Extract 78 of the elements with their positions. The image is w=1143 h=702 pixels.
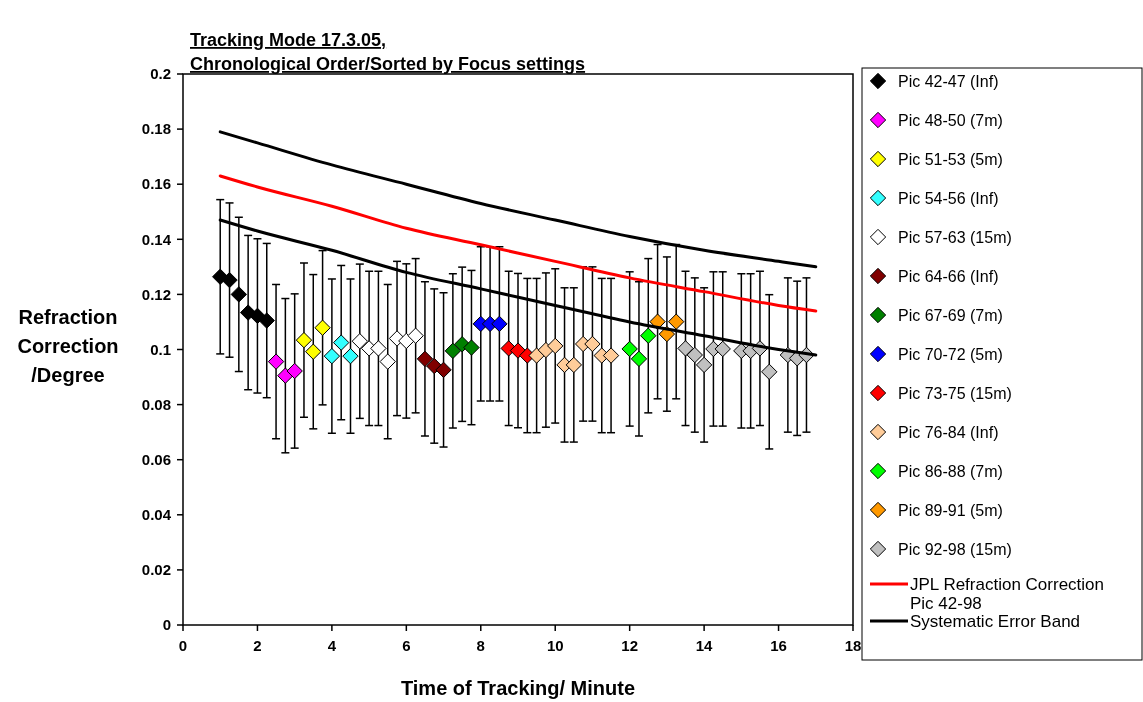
y-tick-label: 0 (162, 616, 171, 634)
point (602, 347, 620, 364)
x-tick-label: 4 (327, 637, 337, 654)
legend-label: Pic 51-53 (5m) (898, 150, 1003, 168)
point (565, 356, 582, 374)
legend-label: Pic 86-88 (7m) (898, 462, 1003, 480)
chart-title: Tracking Mode 17.3.05, Chronological Order/Sorted by Focus settings (190, 30, 586, 74)
point (695, 356, 713, 374)
point (668, 313, 685, 330)
x-axis-title: Time of Tracking/ Minute (400, 677, 636, 699)
legend-label: Pic 92-98 (15m) (898, 540, 1012, 558)
y-tick-label: 0.04 (141, 506, 172, 524)
line-series (218, 174, 818, 313)
point (686, 346, 703, 364)
point (230, 286, 247, 303)
point (444, 342, 462, 360)
y-tick-label: 0.08 (141, 395, 171, 413)
x-tick-label: 12 (621, 637, 639, 654)
x-tick-label: 14 (695, 637, 714, 654)
point (714, 340, 731, 358)
point (621, 340, 638, 358)
point (323, 347, 341, 365)
y-tick-label: 0.1 (150, 340, 171, 358)
point (528, 347, 545, 364)
point (314, 319, 331, 336)
x-tick-label: 0 (178, 637, 188, 654)
point (267, 353, 285, 370)
point (342, 347, 359, 365)
point (416, 350, 434, 368)
point (277, 367, 294, 384)
point (351, 333, 368, 350)
y-tick-label: 0.12 (141, 285, 171, 303)
point (305, 343, 322, 360)
y-tick-label: 0.16 (141, 175, 171, 193)
x-tick-label: 2 (253, 637, 262, 654)
legend-label: Systematic Error Band (910, 611, 1081, 631)
point (640, 327, 657, 344)
point (630, 350, 648, 368)
point (435, 361, 452, 379)
legend-label: Pic 70-72 (5m) (898, 345, 1003, 363)
legend-label: Pic 57-63 (15m) (898, 228, 1012, 246)
point (761, 363, 778, 380)
legend-label: Pic 48-50 (7m) (898, 111, 1003, 129)
legend-label: Pic 67-69 (7m) (898, 306, 1003, 324)
point (333, 334, 350, 351)
y-tick-label: 0.06 (141, 450, 171, 468)
y-tick-label: 0.2 (150, 65, 171, 83)
legend-label: Pic 76-84 (Inf) (898, 423, 999, 441)
y-axis-title: Refraction Correction /Degree (17, 306, 119, 386)
point (379, 353, 396, 370)
legend-label: Pic 54-56 (Inf) (898, 189, 999, 207)
x-tick-label: 18 (844, 637, 862, 654)
point (370, 340, 387, 357)
point (221, 271, 238, 289)
point (509, 342, 527, 359)
point (286, 362, 303, 380)
point (677, 340, 694, 357)
legend-label: JPL Refraction Correction Pic 42-98 (910, 574, 1105, 613)
point (407, 327, 424, 344)
point (295, 331, 313, 349)
legend-label: Pic 73-75 (15m) (898, 384, 1012, 402)
y-tick-label: 0.02 (141, 561, 171, 579)
point (463, 339, 480, 356)
point (398, 332, 415, 350)
y-tick-label: 0.14 (141, 230, 172, 248)
y-tick-label: 0.18 (141, 120, 171, 138)
point (584, 335, 601, 353)
x-tick-label: 6 (402, 637, 411, 654)
point (249, 307, 266, 325)
x-tick-label: 8 (476, 637, 485, 654)
x-tick-label: 10 (546, 637, 564, 654)
point (491, 315, 508, 333)
legend-label: Pic 42-47 (Inf) (898, 72, 999, 90)
legend-label: Pic 89-91 (5m) (898, 501, 1003, 519)
legend-label: Pic 64-66 (Inf) (898, 267, 999, 285)
point (547, 337, 564, 355)
point (258, 312, 275, 329)
x-tick-label: 16 (770, 637, 787, 654)
